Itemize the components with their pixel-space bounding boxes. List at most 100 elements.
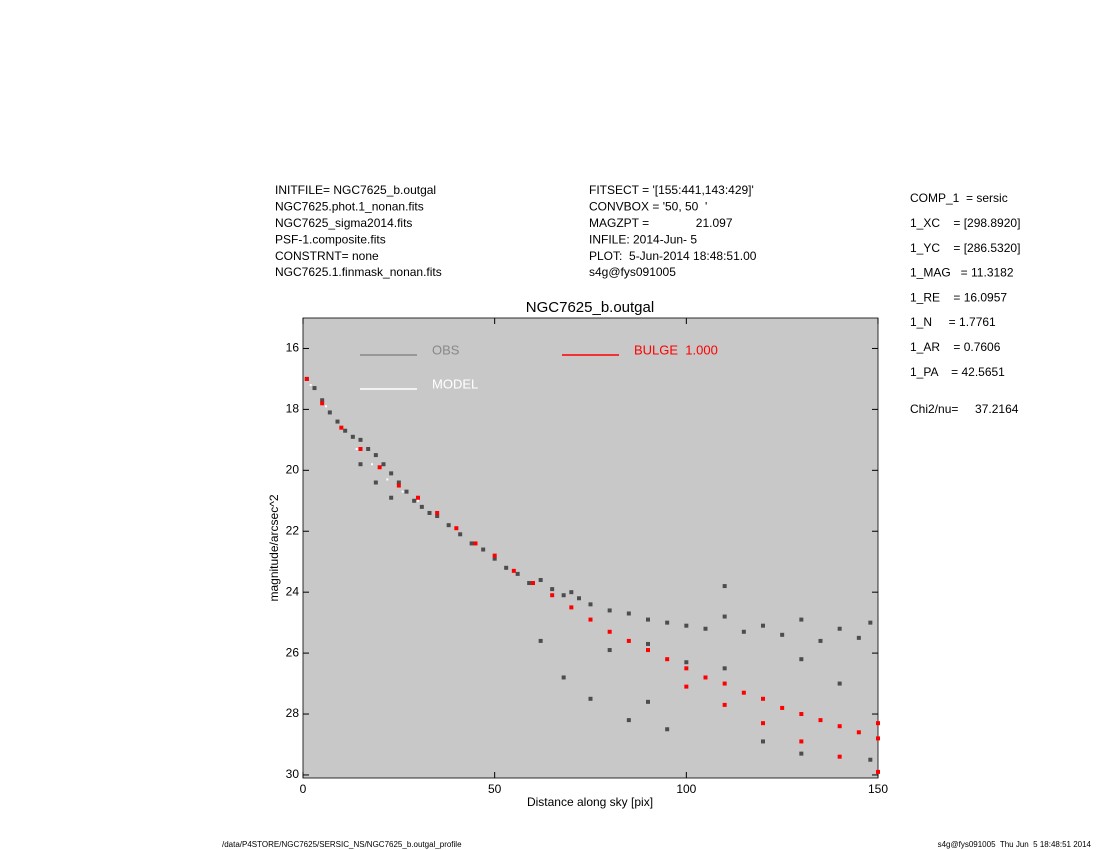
- param: 1_XC = [298.8920]: [910, 216, 1020, 230]
- point: [856, 635, 861, 640]
- point: [492, 553, 497, 558]
- point: [569, 605, 574, 610]
- point: [335, 419, 340, 424]
- point: [404, 489, 409, 494]
- point: [538, 638, 543, 643]
- point: [419, 504, 424, 509]
- point: [646, 699, 650, 704]
- point: [665, 727, 670, 732]
- point: [435, 510, 440, 515]
- point: [446, 523, 451, 528]
- point: [837, 626, 842, 631]
- point: [741, 690, 746, 695]
- point: [550, 587, 555, 592]
- param: 1_AR = 0.7606: [910, 340, 1001, 354]
- point: [527, 581, 532, 586]
- point: [646, 641, 650, 646]
- point: [396, 483, 401, 488]
- y-axis-label: magnitude/arcsec^2: [267, 494, 281, 601]
- param: 1_PA = 42.5651: [910, 365, 1005, 379]
- point: [320, 401, 325, 406]
- point: [761, 623, 765, 628]
- point: [837, 724, 842, 729]
- x-tick-label: 0: [300, 782, 307, 796]
- point: [454, 526, 459, 531]
- header-line: s4g@fys091005: [589, 265, 676, 279]
- point: [868, 757, 873, 762]
- point: [412, 498, 417, 503]
- point: [492, 556, 497, 561]
- point: [761, 739, 765, 744]
- header-line: NGC7625.phot.1_nonan.fits: [275, 200, 424, 214]
- x-axis-label: Distance along sky [pix]: [527, 795, 653, 809]
- header-line: FITSECT = '[155:441,143:429]': [589, 183, 754, 197]
- point: [607, 648, 612, 653]
- point: [473, 541, 478, 546]
- point: [350, 434, 355, 439]
- point: [481, 547, 486, 552]
- point: [588, 617, 593, 622]
- point: [561, 593, 566, 598]
- point: [327, 410, 332, 415]
- point: [607, 608, 612, 613]
- header-line: NGC7625.1.finmask_nonan.fits: [275, 265, 442, 279]
- point: [741, 629, 746, 634]
- point: [646, 648, 650, 653]
- point: [722, 584, 727, 589]
- point: [309, 384, 312, 387]
- point: [355, 447, 358, 450]
- point: [626, 638, 631, 643]
- point: [343, 428, 348, 433]
- point: [389, 471, 394, 476]
- header-line: MAGZPT = 21.097: [589, 216, 733, 230]
- footer-left: /data/P4STORE/NGC7625/SERSIC_NS/NGC7625_…: [222, 840, 462, 849]
- point: [722, 681, 727, 686]
- point: [373, 453, 378, 458]
- header-line: NGC7625_sigma2014.fits: [275, 216, 412, 230]
- legend-label: OBS: [432, 342, 460, 357]
- point: [799, 617, 804, 622]
- point: [325, 405, 327, 408]
- point: [665, 620, 670, 625]
- point: [435, 514, 440, 519]
- point: [626, 718, 631, 723]
- point: [876, 721, 880, 726]
- point: [550, 593, 555, 598]
- point: [868, 620, 873, 625]
- point: [837, 754, 842, 759]
- point: [396, 480, 401, 485]
- point: [799, 712, 804, 717]
- point: [684, 623, 689, 628]
- point: [561, 675, 566, 680]
- point: [626, 611, 631, 616]
- point: [780, 632, 785, 637]
- point: [799, 751, 804, 756]
- point: [569, 590, 574, 595]
- point: [339, 425, 344, 430]
- point: [761, 721, 765, 726]
- plot-area: [302, 317, 879, 779]
- y-tick-label: 16: [286, 341, 300, 355]
- header-line: CONSTRNT= none: [275, 249, 379, 263]
- point: [722, 666, 727, 671]
- point: [799, 657, 804, 662]
- point: [515, 571, 520, 576]
- point: [607, 629, 612, 634]
- point: [538, 577, 543, 582]
- point: [358, 446, 363, 451]
- point: [386, 478, 389, 481]
- header-line: CONVBOX = '50, 50 ': [589, 200, 707, 214]
- legend-label: MODEL: [432, 376, 478, 391]
- y-tick-label: 28: [286, 706, 300, 720]
- chart-title: NGC7625_b.outgal: [526, 299, 654, 316]
- point: [684, 684, 689, 689]
- point: [504, 565, 509, 570]
- point: [818, 718, 823, 723]
- point: [665, 657, 670, 662]
- point: [389, 495, 394, 500]
- param: 1_N = 1.7761: [910, 315, 996, 329]
- point: [358, 462, 363, 467]
- point: [427, 510, 432, 515]
- y-tick-label: 20: [286, 462, 300, 476]
- point: [458, 532, 463, 537]
